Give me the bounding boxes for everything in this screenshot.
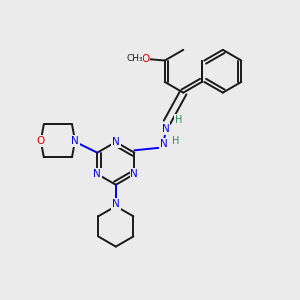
Text: H: H [175,115,182,125]
Text: N: N [130,169,138,179]
Text: N: N [112,199,120,209]
Text: CH₃: CH₃ [126,54,143,63]
Text: O: O [37,136,45,146]
Text: N: N [160,139,168,149]
Text: H: H [172,136,179,146]
Text: N: N [162,124,169,134]
Text: N: N [112,137,120,147]
Text: N: N [93,169,101,179]
Text: N: N [71,136,79,146]
Text: O: O [141,54,150,64]
